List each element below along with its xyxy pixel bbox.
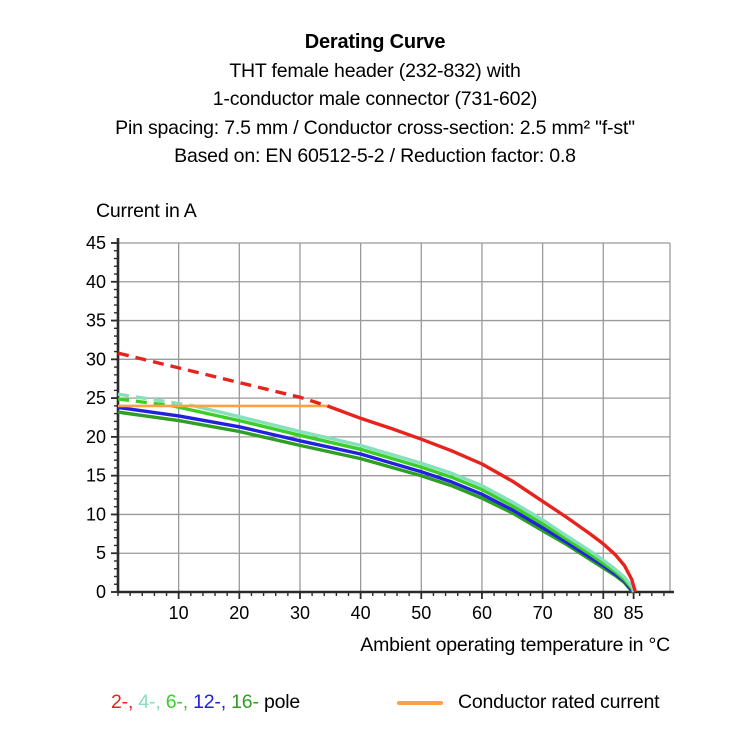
chart-subtitle-line-3: Pin spacing: 7.5 mm / Conductor cross-se…: [115, 116, 635, 139]
svg-text:30: 30: [290, 603, 310, 623]
svg-text:20: 20: [86, 427, 106, 447]
svg-text:35: 35: [86, 311, 106, 331]
rated-current-label: Conductor rated current: [458, 691, 660, 713]
svg-text:40: 40: [86, 272, 106, 292]
svg-text:85: 85: [624, 603, 644, 623]
svg-text:50: 50: [411, 603, 431, 623]
svg-text:45: 45: [86, 233, 106, 253]
legend-rated-current: Conductor rated current: [397, 691, 660, 714]
y-axis-title: Current in A: [96, 200, 197, 222]
legend-pole-counts: 2-, 4-, 6-, 12-, 16- pole: [111, 691, 300, 714]
svg-text:20: 20: [229, 603, 249, 623]
svg-text:5: 5: [96, 543, 106, 563]
svg-text:70: 70: [533, 603, 553, 623]
svg-text:30: 30: [86, 349, 106, 369]
chart-subtitle-line-2: 1-conductor male connector (731-602): [212, 88, 538, 111]
legend-pole-item: 12-,: [193, 691, 232, 713]
legend-pole-item: 4-,: [138, 691, 166, 713]
svg-text:40: 40: [351, 603, 371, 623]
chart-subtitle-line-1: THT female header (232-832) with: [229, 59, 521, 82]
svg-text:10: 10: [86, 504, 106, 524]
legend-pole-suffix: pole: [263, 691, 301, 713]
svg-text:10: 10: [169, 603, 189, 623]
chart-subtitle-line-4: Based on: EN 60512-5-2 / Reduction facto…: [174, 145, 576, 168]
legend-pole-item: 6-,: [165, 691, 194, 713]
svg-text:0: 0: [96, 582, 106, 602]
chart-title: Derating Curve: [304, 31, 446, 53]
svg-text:25: 25: [86, 388, 106, 408]
svg-text:15: 15: [86, 466, 106, 486]
svg-text:80: 80: [593, 603, 613, 623]
x-axis-title: Ambient operating temperature in °C: [360, 634, 670, 656]
rated-current-line-swatch: [397, 700, 443, 705]
legend-pole-item: 16-: [231, 691, 264, 713]
svg-text:60: 60: [472, 603, 492, 623]
chart-header: Derating Curve THT female header (232-83…: [0, 28, 750, 171]
legend-pole-item: 2-,: [111, 691, 139, 713]
